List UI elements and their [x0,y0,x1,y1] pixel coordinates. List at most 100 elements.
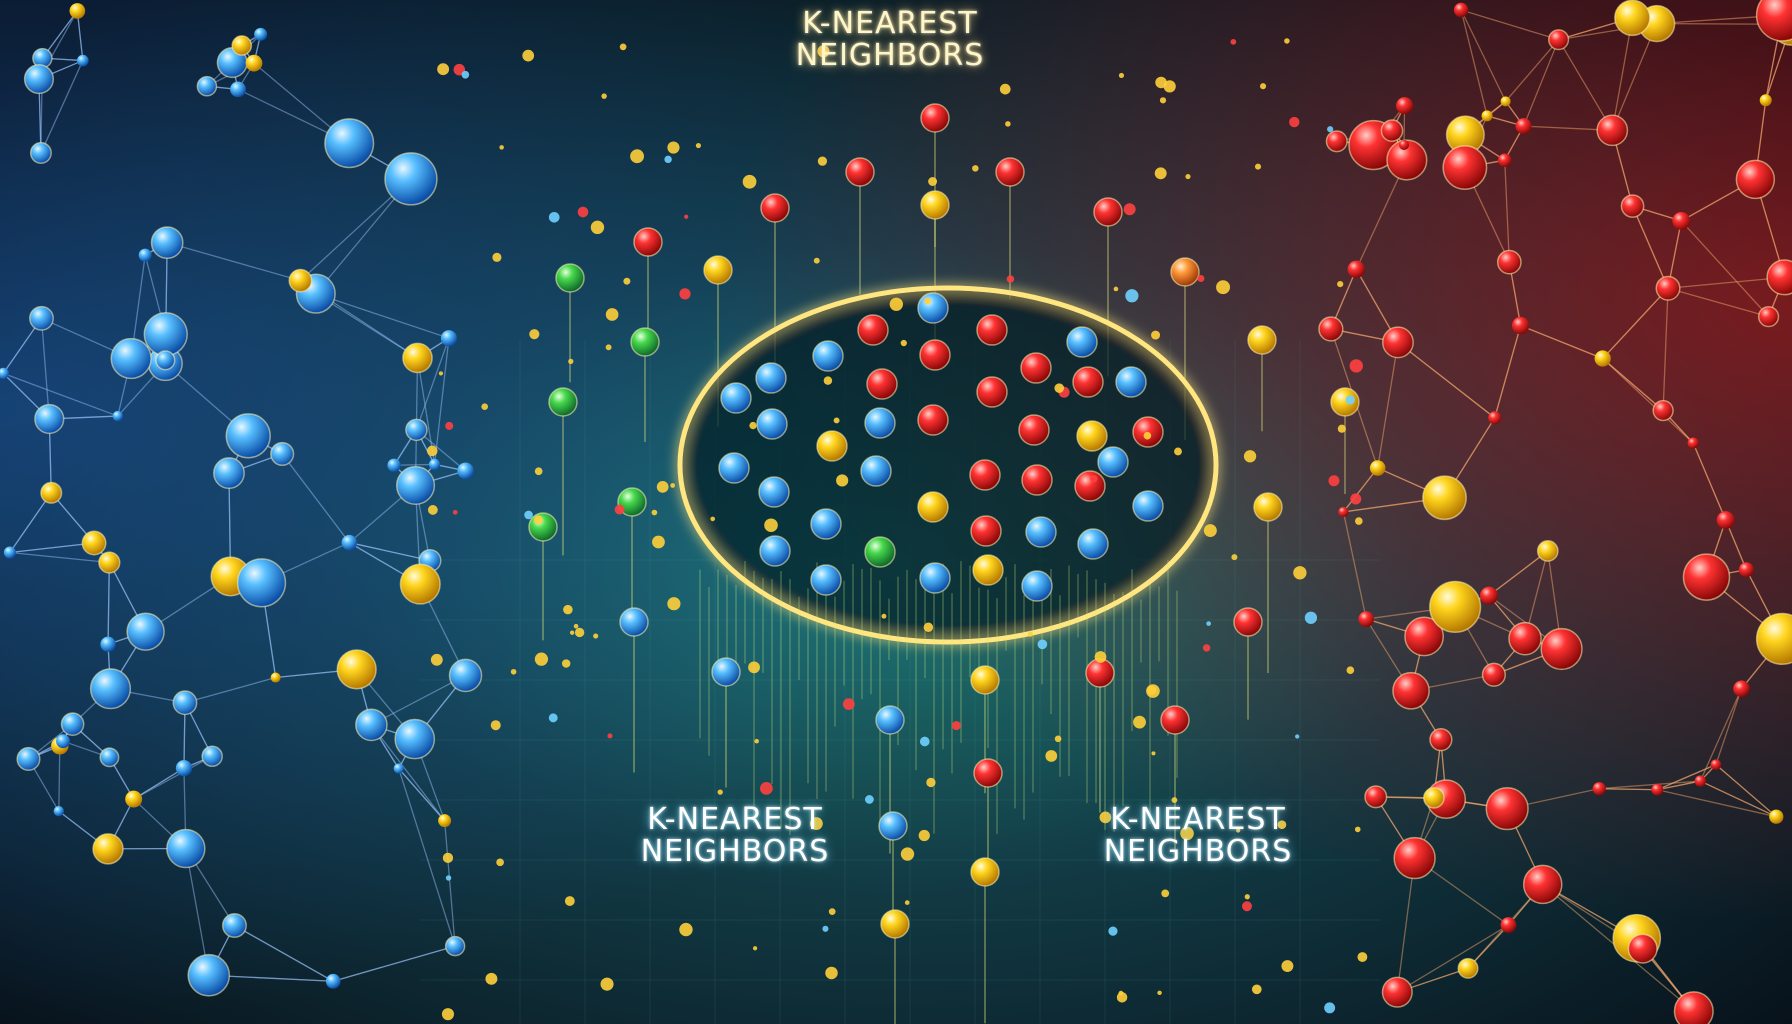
ellipse-node [1077,528,1109,560]
red-node [1429,728,1453,752]
neighbor-node [1247,325,1277,355]
neighbor-node [878,811,908,841]
red-node [1682,553,1731,601]
ellipse-node [1025,516,1057,548]
red-node [1442,145,1488,191]
ellipse-node [1132,490,1164,522]
blue-node [138,248,152,262]
caption-line-2: NEIGHBORS [795,37,985,73]
ellipse-node [1074,470,1106,502]
ellipse-node [1066,326,1098,358]
ellipse-node [864,407,896,439]
red-node [1710,759,1722,770]
blue-node [428,458,441,471]
blue-node [221,912,247,938]
neighbor-node [633,227,663,257]
top-caption: K-NEAREST NEIGHBORS [740,8,1040,71]
neighbor-node [1160,705,1190,735]
red-node [1393,836,1436,880]
blue-node [201,745,223,768]
ellipse-node [976,376,1008,408]
blue-node [0,367,9,380]
neighbor-node [630,327,660,357]
blue-node [16,746,41,772]
ellipse-node [756,408,788,440]
neighbor-node [920,190,950,220]
red-node [1481,662,1506,687]
red-node [1457,957,1479,979]
red-node [1453,2,1469,18]
neighbor-node [1233,607,1263,637]
blue-node [457,462,474,480]
neighbor-node [760,193,790,223]
blue-node [126,612,165,651]
blue-node [405,418,428,442]
ellipse-node [1076,420,1108,452]
ellipse-node [720,382,752,414]
neighborhood-ellipse [677,285,1219,645]
red-node [1592,782,1606,796]
red-node [1498,153,1512,167]
blue-node [92,833,124,865]
red-node [1687,437,1699,449]
ellipse-node [816,430,848,462]
red-node [1318,316,1344,342]
blue-node [325,973,341,989]
ellipse-node [917,491,949,523]
red-node [1594,350,1611,367]
blue-node [172,690,198,716]
blue-node [336,649,377,690]
red-node [1380,119,1404,142]
neighbor-node [703,255,733,285]
red-node [1347,260,1365,279]
neighbor-node [711,657,741,687]
ellipse-node [917,292,949,324]
ellipse-node [1021,464,1053,496]
red-node [1672,211,1691,230]
blue-node [34,403,65,435]
blue-node [399,563,441,605]
red-node [1511,316,1530,335]
neighbor-node [875,705,905,735]
ellipse-node [970,515,1002,547]
blue-node [76,54,89,67]
blue-node [387,458,401,472]
caption-line-1: K-NEAREST [802,6,978,41]
red-node [1496,249,1522,275]
red-node [1481,110,1493,122]
red-node [1694,775,1707,787]
red-node [1759,94,1772,107]
blue-node [3,546,16,559]
neighbor-node [528,512,558,542]
blue-node [100,636,116,652]
red-node [1757,305,1780,328]
blue-node [394,718,436,760]
red-node [1655,275,1681,301]
blue-node [324,118,375,169]
red-node [1735,159,1776,200]
red-node [1364,785,1388,809]
neighbor-node [617,487,647,517]
red-node [1422,475,1467,521]
blue-node [393,763,404,774]
red-node [1479,586,1498,605]
blue-node [236,558,287,608]
red-node [1651,783,1664,796]
red-node [1338,506,1349,518]
red-node [1614,0,1651,37]
blue-node [89,668,132,710]
blue-node [110,337,152,380]
red-node [1769,809,1784,824]
blue-node [213,457,245,490]
bottom-left-caption: K-NEAREST NEIGHBORS [610,804,860,867]
blue-node [29,141,52,164]
caption-line-1: K-NEAREST [647,802,823,837]
blue-node [270,441,295,467]
red-node [1500,96,1511,107]
blue-node [81,530,107,556]
ellipse-node [857,314,889,346]
red-node [1596,114,1629,147]
ellipse-node [1097,446,1129,478]
red-node [1358,611,1375,627]
